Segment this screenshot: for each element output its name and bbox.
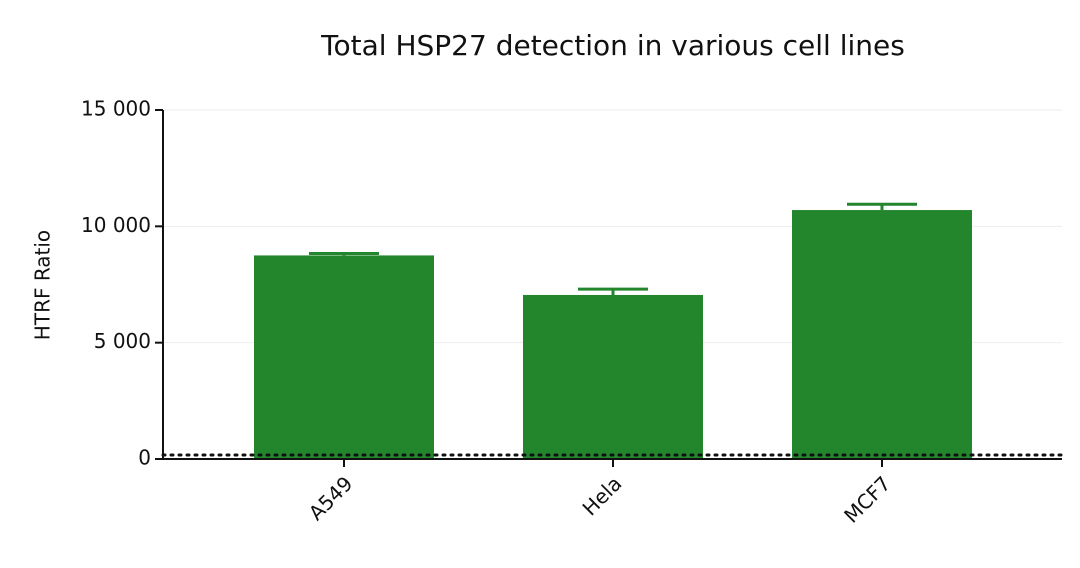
y-tick-label: 10 000 [81,213,151,237]
x-tick-label: Hela [578,471,627,520]
y-axis-label: HTRF Ratio [31,230,55,340]
error-bar [578,287,648,295]
y-tick-label: 5 000 [94,329,151,353]
error-bar [309,252,379,256]
bar [254,255,434,459]
bar [792,210,972,459]
error-bar [847,202,917,211]
y-tick-label: 15 000 [81,97,151,121]
y-tick-label: 0 [138,446,151,470]
bar [523,294,703,459]
x-tick-label: MCF7 [839,471,895,527]
x-tick-label: A549 [304,471,358,525]
chart-title: Total HSP27 detection in various cell li… [320,29,905,62]
